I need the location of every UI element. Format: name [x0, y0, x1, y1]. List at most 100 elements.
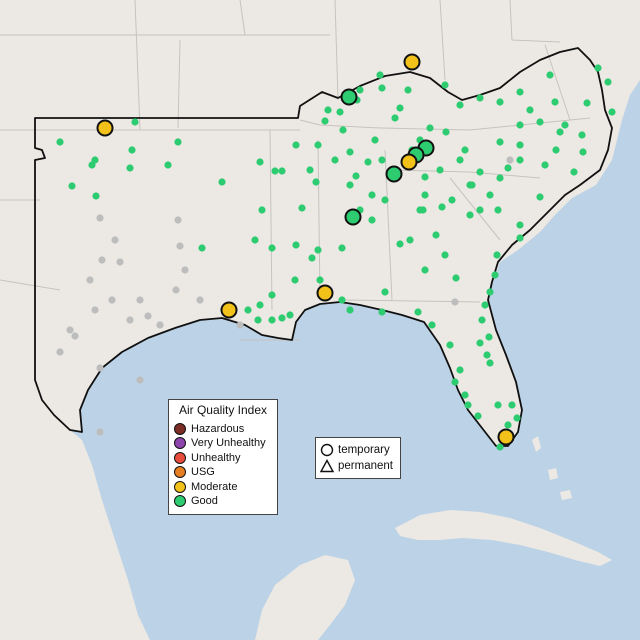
- good-site-marker[interactable]: [481, 301, 489, 309]
- no-data-site-marker[interactable]: [111, 236, 119, 244]
- good-site-marker[interactable]: [516, 234, 524, 242]
- good-site-marker[interactable]: [346, 148, 354, 156]
- good-site-marker[interactable]: [292, 241, 300, 249]
- good-highlighted-site-marker[interactable]: [344, 208, 362, 226]
- good-site-marker[interactable]: [461, 146, 469, 154]
- no-data-site-marker[interactable]: [71, 332, 79, 340]
- good-site-marker[interactable]: [452, 274, 460, 282]
- good-site-marker[interactable]: [513, 414, 521, 422]
- moderate-highlighted-site-marker[interactable]: [400, 153, 418, 171]
- good-site-marker[interactable]: [376, 71, 384, 79]
- no-data-site-marker[interactable]: [136, 296, 144, 304]
- good-site-marker[interactable]: [448, 196, 456, 204]
- good-site-marker[interactable]: [368, 216, 376, 224]
- good-site-marker[interactable]: [536, 193, 544, 201]
- good-site-marker[interactable]: [88, 161, 96, 169]
- good-site-marker[interactable]: [371, 136, 379, 144]
- good-site-marker[interactable]: [494, 401, 502, 409]
- good-site-marker[interactable]: [218, 178, 226, 186]
- good-site-marker[interactable]: [254, 316, 262, 324]
- good-site-marker[interactable]: [268, 316, 276, 324]
- good-site-marker[interactable]: [446, 341, 454, 349]
- no-data-site-marker[interactable]: [108, 296, 116, 304]
- good-site-marker[interactable]: [278, 314, 286, 322]
- good-site-marker[interactable]: [456, 101, 464, 109]
- good-site-marker[interactable]: [428, 321, 436, 329]
- good-site-marker[interactable]: [414, 308, 422, 316]
- no-data-site-marker[interactable]: [96, 364, 104, 372]
- good-site-marker[interactable]: [438, 203, 446, 211]
- good-site-marker[interactable]: [286, 311, 294, 319]
- good-site-marker[interactable]: [541, 161, 549, 169]
- good-site-marker[interactable]: [456, 366, 464, 374]
- moderate-highlighted-site-marker[interactable]: [220, 301, 238, 319]
- good-site-marker[interactable]: [496, 138, 504, 146]
- good-site-marker[interactable]: [485, 333, 493, 341]
- good-site-marker[interactable]: [131, 118, 139, 126]
- no-data-site-marker[interactable]: [96, 428, 104, 436]
- good-site-marker[interactable]: [396, 240, 404, 248]
- good-site-marker[interactable]: [331, 156, 339, 164]
- no-data-site-marker[interactable]: [144, 312, 152, 320]
- no-data-site-marker[interactable]: [96, 214, 104, 222]
- good-site-marker[interactable]: [308, 254, 316, 262]
- good-site-marker[interactable]: [356, 86, 364, 94]
- good-site-marker[interactable]: [504, 421, 512, 429]
- good-site-marker[interactable]: [391, 114, 399, 122]
- good-site-marker[interactable]: [526, 106, 534, 114]
- good-site-marker[interactable]: [244, 306, 252, 314]
- good-site-marker[interactable]: [256, 158, 264, 166]
- good-site-marker[interactable]: [292, 141, 300, 149]
- good-site-marker[interactable]: [486, 359, 494, 367]
- good-site-marker[interactable]: [421, 173, 429, 181]
- good-site-marker[interactable]: [486, 191, 494, 199]
- good-site-marker[interactable]: [321, 117, 329, 125]
- good-site-marker[interactable]: [416, 206, 424, 214]
- no-data-site-marker[interactable]: [506, 156, 514, 164]
- good-site-marker[interactable]: [516, 156, 524, 164]
- good-site-marker[interactable]: [496, 174, 504, 182]
- good-site-marker[interactable]: [338, 296, 346, 304]
- good-site-marker[interactable]: [306, 166, 314, 174]
- good-site-marker[interactable]: [516, 141, 524, 149]
- good-site-marker[interactable]: [316, 276, 324, 284]
- good-site-marker[interactable]: [604, 78, 612, 86]
- good-site-marker[interactable]: [368, 191, 376, 199]
- good-site-marker[interactable]: [493, 251, 501, 259]
- moderate-highlighted-site-marker[interactable]: [497, 428, 515, 446]
- good-site-marker[interactable]: [474, 412, 482, 420]
- moderate-highlighted-site-marker[interactable]: [316, 284, 334, 302]
- good-site-marker[interactable]: [298, 204, 306, 212]
- good-site-marker[interactable]: [126, 164, 134, 172]
- good-site-marker[interactable]: [536, 118, 544, 126]
- no-data-site-marker[interactable]: [66, 326, 74, 334]
- good-site-marker[interactable]: [570, 168, 578, 176]
- good-site-marker[interactable]: [406, 236, 414, 244]
- good-site-marker[interactable]: [324, 106, 332, 114]
- good-site-marker[interactable]: [478, 316, 486, 324]
- good-site-marker[interactable]: [556, 128, 564, 136]
- good-site-marker[interactable]: [476, 339, 484, 347]
- good-site-marker[interactable]: [551, 98, 559, 106]
- good-site-marker[interactable]: [516, 121, 524, 129]
- good-site-marker[interactable]: [494, 206, 502, 214]
- good-site-marker[interactable]: [339, 126, 347, 134]
- good-site-marker[interactable]: [364, 158, 372, 166]
- good-site-marker[interactable]: [268, 244, 276, 252]
- good-site-marker[interactable]: [436, 166, 444, 174]
- good-site-marker[interactable]: [441, 251, 449, 259]
- good-site-marker[interactable]: [594, 64, 602, 72]
- no-data-site-marker[interactable]: [86, 276, 94, 284]
- good-site-marker[interactable]: [128, 146, 136, 154]
- good-site-marker[interactable]: [251, 236, 259, 244]
- no-data-site-marker[interactable]: [236, 321, 244, 329]
- good-site-marker[interactable]: [92, 192, 100, 200]
- no-data-site-marker[interactable]: [136, 376, 144, 384]
- good-site-marker[interactable]: [468, 181, 476, 189]
- good-site-marker[interactable]: [421, 191, 429, 199]
- good-site-marker[interactable]: [504, 164, 512, 172]
- good-site-marker[interactable]: [258, 206, 266, 214]
- good-site-marker[interactable]: [496, 443, 504, 451]
- good-site-marker[interactable]: [338, 244, 346, 252]
- good-site-marker[interactable]: [174, 138, 182, 146]
